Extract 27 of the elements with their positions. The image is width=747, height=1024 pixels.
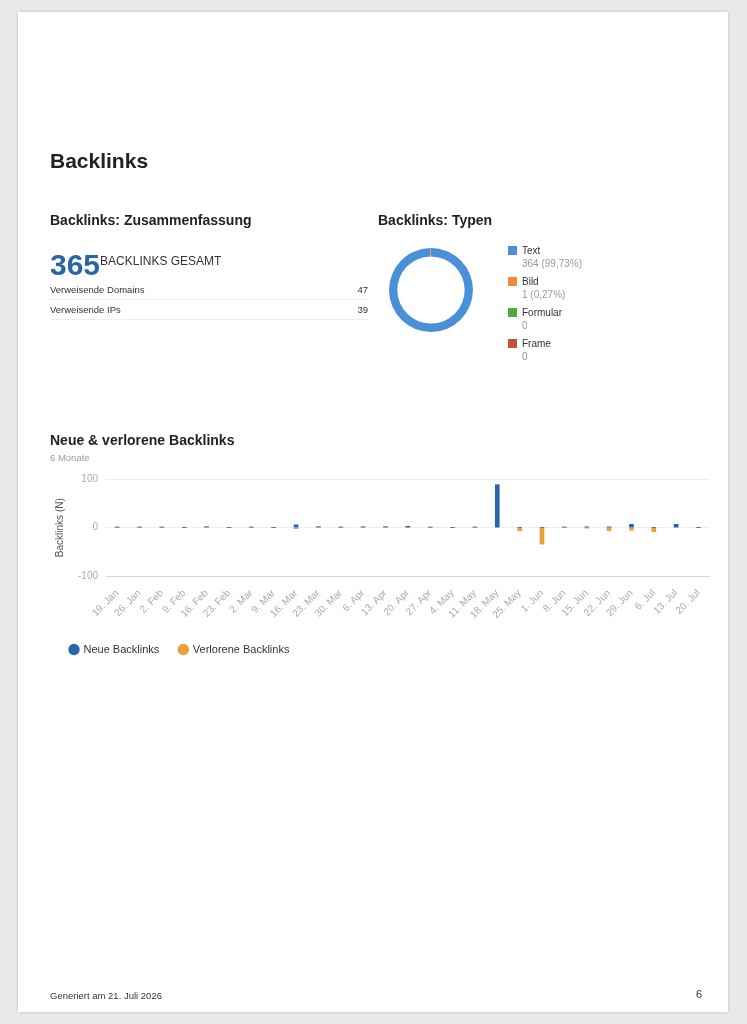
text: Generiert am 21. Juli 2026 — [50, 990, 162, 1001]
text: Backlinks: Zusammenfassung — [50, 212, 253, 228]
data-label: 39 — [356, 304, 368, 315]
legend-label: Neue Backlinks — [83, 642, 160, 655]
legend-label: Verlorene Backlinks — [192, 642, 290, 655]
text: Backlinks — [50, 149, 149, 173]
legend-label: Bild — [522, 275, 539, 287]
text: 6 — [695, 988, 702, 1000]
category-label: Verweisende Domains — [50, 284, 145, 295]
legend-label: Formular — [522, 306, 563, 318]
chart-title: Backlinks: Typen — [378, 212, 494, 228]
legend-label: Text — [522, 244, 541, 256]
data-label: 1 (0,27%) — [522, 288, 566, 300]
y-tick-label: 100 — [81, 472, 99, 484]
y-tick-label: -100 — [78, 570, 99, 582]
data-label: 364 (99,73%) — [522, 257, 583, 269]
y-axis-title: Backlinks (N) — [53, 498, 65, 558]
category-label: Verweisende IPs — [50, 304, 121, 315]
text: 0 — [522, 319, 528, 331]
chart-subtitle: 6 Monate — [50, 452, 91, 463]
chart-title: Neue & verlorene Backlinks — [50, 432, 236, 448]
legend-label: Frame — [522, 337, 552, 349]
text: 365 — [50, 248, 101, 281]
y-tick-label: 0 — [92, 521, 99, 533]
text: 0 — [522, 350, 528, 362]
data-label: 47 — [356, 284, 368, 295]
text: BACKLINKS GESAMT — [100, 254, 222, 268]
